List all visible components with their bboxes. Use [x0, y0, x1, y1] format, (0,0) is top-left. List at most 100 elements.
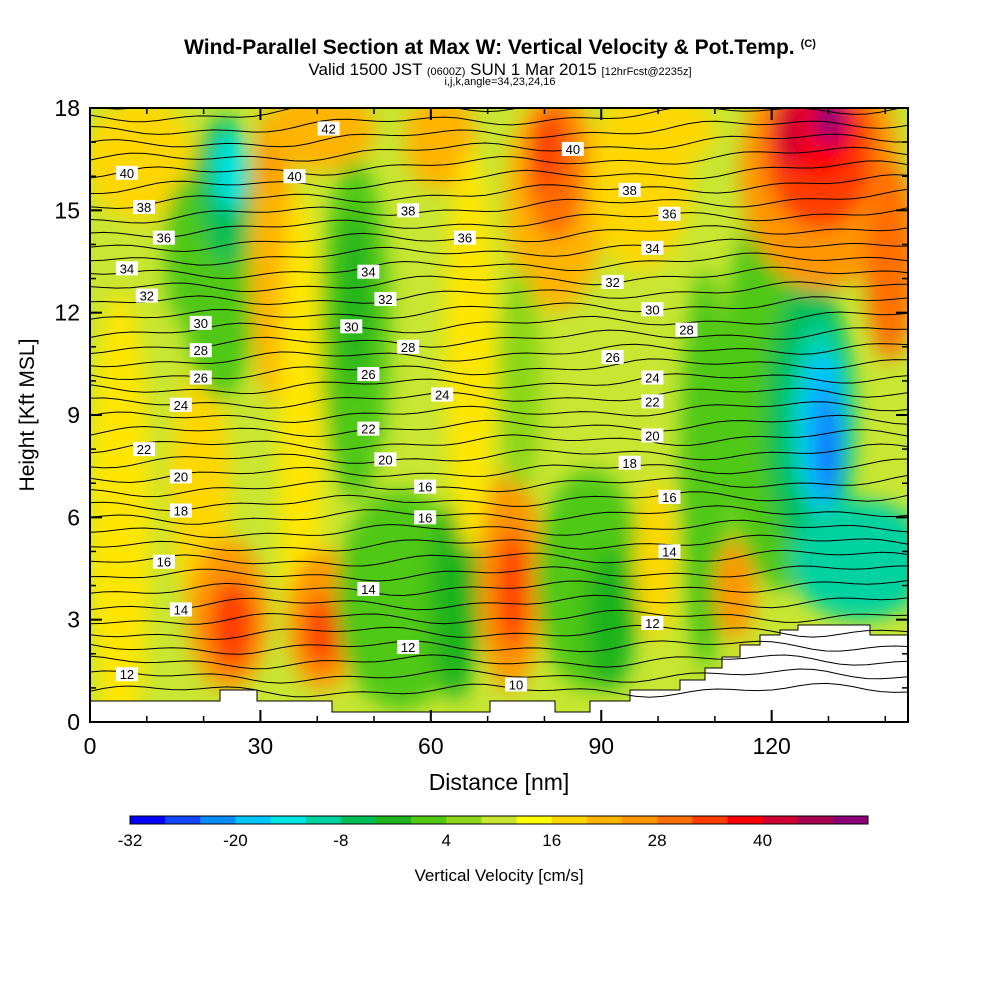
isentrope-label: 36	[662, 207, 676, 222]
x-tick-label: 60	[418, 733, 444, 759]
isentrope-label: 28	[401, 340, 415, 355]
isentrope-line	[90, 146, 908, 179]
colorbar-swatch	[130, 816, 166, 824]
isentrope-line	[90, 311, 908, 338]
isentrope-label: 22	[645, 394, 659, 409]
downdraft-region	[824, 415, 836, 495]
isentrope-line	[90, 624, 908, 641]
isentrope-label-box	[169, 503, 192, 518]
isentrope-label: 26	[361, 367, 375, 382]
isentrope-label-box	[453, 230, 476, 245]
isentrope-label-box	[115, 165, 138, 180]
isentrope-label: 20	[645, 428, 659, 443]
isentrope-label: 20	[174, 469, 188, 484]
isentrope-line	[90, 266, 908, 293]
isentrope-label-box	[505, 677, 528, 692]
colorbar-swatch	[270, 816, 307, 824]
colorbar-swatch	[762, 816, 799, 824]
y-tick-label: 0	[67, 709, 80, 735]
isentrope-line	[90, 252, 908, 280]
downdraft-region	[498, 270, 542, 490]
colorbar-swatch	[622, 816, 658, 824]
isentrope-label: 26	[194, 370, 208, 385]
updraft-region	[496, 530, 528, 650]
isentrope-label-box	[357, 421, 380, 436]
colorbar-tick-label: 40	[753, 831, 772, 850]
isentrope-label: 22	[361, 422, 375, 437]
isentrope-label-box	[374, 452, 397, 467]
updraft-region	[815, 108, 845, 145]
isentrope-line	[90, 474, 908, 498]
isentrope-label-box	[658, 544, 681, 559]
isentrope-line	[90, 534, 908, 552]
isentrope-label-box	[641, 616, 664, 631]
isentrope-line	[90, 414, 908, 437]
grid-info: i,j,k,angle=34,23,24,16	[444, 76, 556, 88]
updraft-region	[445, 150, 495, 550]
copyright-mark: (C)	[800, 38, 816, 50]
isentrope-label: 42	[321, 121, 335, 136]
x-tick-label: 90	[588, 733, 614, 759]
isentrope-label: 12	[645, 616, 659, 631]
isentrope-label: 38	[622, 183, 636, 198]
isentrope-line	[90, 505, 908, 525]
colorbar-swatch	[200, 816, 236, 824]
colorbar-swatch	[797, 816, 834, 824]
isentrope-line	[90, 654, 908, 670]
isentrope-label-box	[152, 554, 175, 569]
updraft-region	[530, 110, 560, 190]
colorbar-label: Vertical Velocity [cm/s]	[414, 866, 583, 885]
isentrope-line	[99, 108, 137, 110]
isentrope-label-box	[658, 206, 681, 221]
isentrope-label: 34	[361, 265, 375, 280]
y-tick-label: 6	[67, 504, 80, 530]
isentrope-label-box	[189, 370, 212, 385]
valid-date: SUN 1 Mar 2015	[470, 60, 597, 79]
colorbar-swatch	[411, 816, 447, 824]
forecast-info: [12hrFcst@2235z]	[601, 66, 692, 78]
isentrope-label-box	[169, 602, 192, 617]
isentrope-label-box	[397, 203, 420, 218]
isentrope-line	[90, 238, 908, 266]
isentrope-label-box	[397, 339, 420, 354]
colorbar-tick-label: -20	[223, 831, 248, 850]
updraft-region	[265, 108, 375, 170]
colorbar-frame	[129, 815, 869, 825]
updraft-region	[405, 108, 475, 190]
updraft-region	[645, 108, 715, 160]
isentrope-line	[90, 133, 908, 162]
updraft-region	[210, 580, 254, 670]
chart-title-text: Wind-Parallel Section at Max W: Vertical…	[184, 36, 795, 59]
isentrope-label-box	[675, 322, 698, 337]
y-tick-label: 3	[67, 607, 80, 633]
colorbar-swatch	[832, 816, 869, 824]
isentrope-label: 38	[137, 200, 151, 215]
isentrope-line	[90, 225, 908, 253]
colorbar-swatch	[692, 816, 728, 824]
isentrope-label-box	[641, 240, 664, 255]
updraft-region	[304, 597, 340, 667]
y-axis-label: Height [Kft MSL]	[16, 339, 39, 492]
isentrope-label-box	[641, 370, 664, 385]
colorbar-swatch	[516, 816, 553, 824]
isentrope-label: 24	[435, 388, 449, 403]
colorbar-swatch	[376, 816, 412, 824]
isentrope-label: 40	[566, 142, 580, 157]
isentrope-label: 16	[662, 490, 676, 505]
isentrope-line	[90, 120, 908, 148]
isentrope-label-box	[169, 469, 192, 484]
isentrope-line	[90, 609, 908, 625]
isentrope-label-box	[641, 394, 664, 409]
colorbar-swatch	[657, 816, 693, 824]
isentrope-line	[90, 640, 908, 655]
isentrope-label: 14	[361, 582, 375, 597]
colorbar-swatch	[446, 816, 482, 824]
colorbar-swatch	[481, 816, 518, 824]
isentrope-label-box	[397, 639, 420, 654]
downdraft-region	[585, 550, 635, 690]
isentrope-label-box	[189, 315, 212, 330]
isentrope-label-box	[658, 489, 681, 504]
isentrope-label-box	[601, 274, 624, 289]
isentrope-label: 24	[645, 370, 659, 385]
